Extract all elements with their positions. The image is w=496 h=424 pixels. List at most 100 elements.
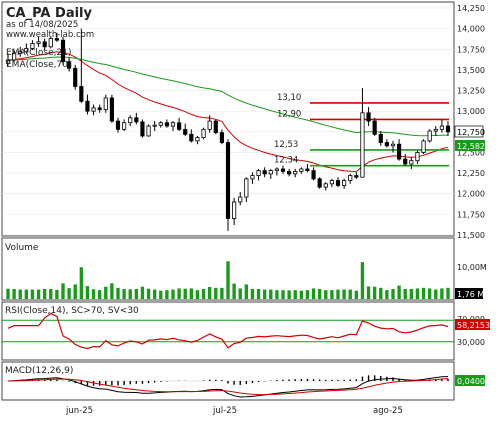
volume-bar bbox=[385, 290, 389, 299]
candle-body bbox=[317, 178, 322, 188]
volume-bar bbox=[354, 290, 359, 299]
rsi-badge: 58,2153 bbox=[455, 319, 490, 330]
level-label: 13,10 bbox=[277, 93, 301, 103]
candle-body bbox=[232, 201, 237, 219]
volume-bar bbox=[18, 289, 22, 299]
price-tick-label: 12,250 bbox=[457, 169, 485, 178]
candle-body bbox=[305, 168, 310, 172]
price-tick-label: 11,750 bbox=[457, 210, 485, 219]
level-label: 12,53 bbox=[274, 140, 298, 150]
volume-bar bbox=[128, 289, 132, 299]
level-label: 12,34 bbox=[274, 156, 298, 166]
volume-bar bbox=[201, 289, 206, 299]
last-price-badge: 12,750 bbox=[454, 125, 485, 138]
volume-bar bbox=[85, 286, 90, 299]
candle-body bbox=[18, 51, 23, 54]
rsi-label: RSI(Close,14), SC>70, SV<30 bbox=[5, 306, 139, 316]
volume-bar bbox=[42, 289, 47, 299]
rsi-tick-30: 30,000 bbox=[457, 338, 485, 347]
candle-body bbox=[115, 120, 121, 130]
candle-body bbox=[54, 38, 59, 41]
rsi-panel bbox=[1, 301, 455, 361]
candle-body bbox=[128, 117, 133, 124]
volume-bar bbox=[372, 286, 377, 299]
candle-body bbox=[183, 128, 188, 135]
price-tick-label: 12,500 bbox=[457, 148, 485, 157]
candle-body bbox=[24, 48, 29, 53]
volume-bar bbox=[299, 290, 304, 299]
price-tick-label: 13,250 bbox=[457, 87, 485, 96]
price-tick-label: 13,500 bbox=[457, 66, 485, 75]
price-tick-label: 13,750 bbox=[457, 45, 485, 54]
candle-body bbox=[140, 121, 145, 137]
volume-bar bbox=[366, 286, 371, 299]
candle-body bbox=[372, 120, 377, 135]
volume-bar bbox=[238, 288, 242, 299]
svg-text:0,0400: 0,0400 bbox=[457, 377, 485, 386]
candle-body bbox=[366, 112, 371, 122]
candle-body bbox=[152, 124, 157, 127]
candle-body bbox=[73, 67, 78, 87]
price-tick-label: 12,000 bbox=[457, 190, 485, 199]
volume-bar bbox=[97, 290, 102, 299]
volume-bars bbox=[6, 261, 450, 299]
candle-body bbox=[268, 170, 273, 175]
price-axis: 14,250 14,000 13,750 13,500 13,250 13,000 12,7… bbox=[457, 4, 485, 240]
candle-body bbox=[134, 117, 139, 123]
candle-body bbox=[378, 133, 383, 143]
volume-bar bbox=[330, 290, 334, 299]
candle-body bbox=[280, 168, 286, 172]
volume-bar bbox=[214, 287, 218, 299]
candles bbox=[5, 28, 451, 231]
volume-bar bbox=[250, 289, 255, 299]
ema-badge: 12,582 bbox=[455, 140, 485, 151]
candle-body bbox=[427, 130, 432, 142]
volume-bar bbox=[427, 288, 432, 299]
svg-text:1,76 M: 1,76 M bbox=[457, 290, 484, 299]
candle-body bbox=[97, 107, 102, 110]
volume-bar bbox=[104, 286, 108, 299]
volume-bar bbox=[36, 289, 41, 299]
volume-bar bbox=[440, 288, 444, 299]
macd-label: MACD(12,26,9) bbox=[5, 366, 73, 376]
volume-bar bbox=[134, 289, 139, 299]
level-label: 12,90 bbox=[277, 109, 301, 119]
volume-bar bbox=[342, 289, 346, 299]
volume-bar bbox=[183, 288, 187, 299]
candle-body bbox=[360, 112, 365, 178]
volume-bar bbox=[281, 290, 285, 299]
volume-bar bbox=[79, 267, 84, 299]
volume-bar bbox=[116, 287, 120, 299]
candle-body bbox=[60, 39, 66, 63]
volume-bar bbox=[24, 289, 29, 299]
chart-subtitle: as of 14/08/2025 bbox=[6, 20, 78, 30]
price-tick-label: 14,000 bbox=[457, 25, 485, 34]
volume-bar bbox=[226, 261, 230, 299]
volume-bar bbox=[311, 288, 316, 299]
volume-bar bbox=[159, 290, 163, 299]
candle-body bbox=[201, 128, 206, 138]
candle-body bbox=[30, 43, 35, 49]
candle-body bbox=[146, 125, 151, 137]
volume-bar bbox=[67, 288, 71, 299]
candle-body bbox=[439, 125, 444, 130]
candle-body bbox=[91, 107, 96, 112]
candle-body bbox=[384, 142, 389, 147]
volume-bar bbox=[275, 290, 279, 299]
candle-body bbox=[390, 143, 396, 147]
candle-body bbox=[109, 97, 114, 122]
price-gridlines bbox=[2, 7, 454, 236]
price-tick-label: 14,250 bbox=[457, 4, 485, 13]
candle-body bbox=[415, 152, 420, 162]
candle-body bbox=[256, 170, 261, 176]
candle-body bbox=[177, 122, 182, 130]
candle-body bbox=[170, 122, 176, 127]
candle-body bbox=[213, 120, 218, 134]
candle-body bbox=[195, 137, 200, 142]
watermark-text: www.wealth-lab.com bbox=[6, 30, 94, 40]
x-tick-jul: jul-25 bbox=[212, 406, 237, 416]
volume-bar bbox=[348, 289, 352, 299]
volume-bar bbox=[262, 289, 267, 299]
candle-body bbox=[12, 53, 17, 61]
